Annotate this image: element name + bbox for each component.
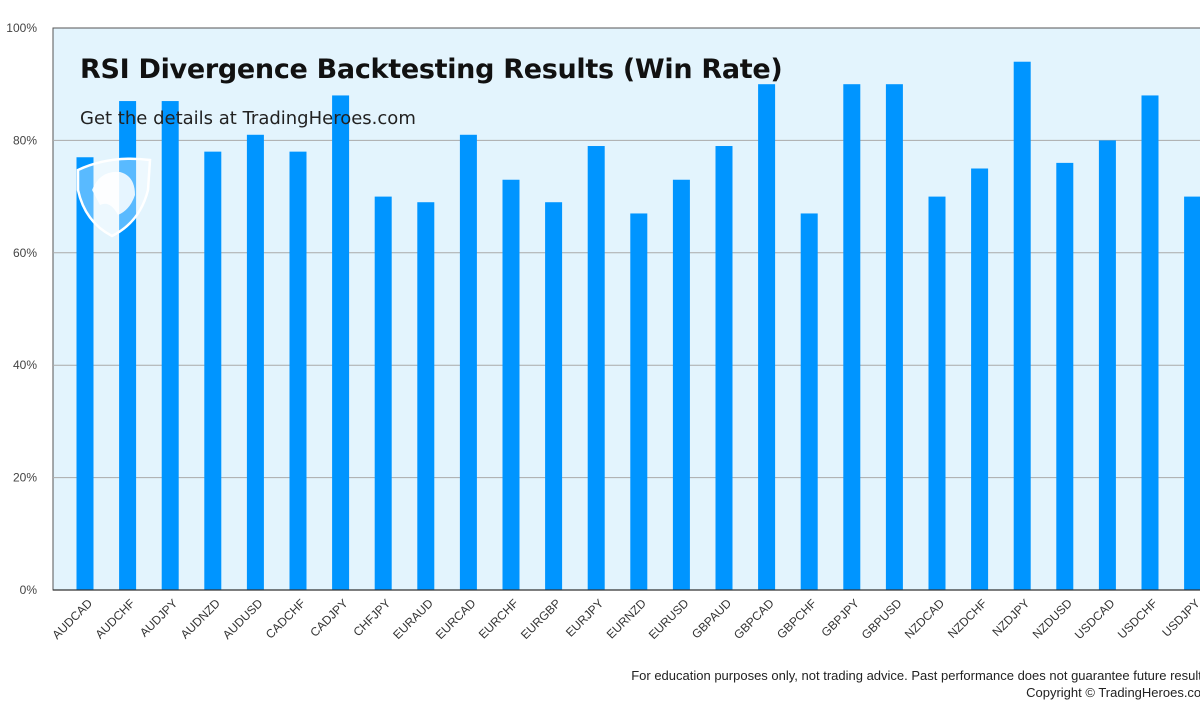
bar-nzdcad [928,196,946,590]
y-tick-label: 40% [13,358,37,372]
bar-nzdchf [971,168,989,590]
bar-eurchf [502,179,520,591]
bar-chfjpy [374,196,392,590]
x-tick-label: GBPAUD [689,596,734,641]
x-tick-label: NZDCAD [902,596,947,641]
x-tick-label: CHFJPY [350,596,393,639]
bar-usdchf [1141,95,1159,590]
x-tick-label: GBPCAD [731,596,777,642]
copyright: Copyright © TradingHeroes.com [1026,685,1200,700]
x-tick-label: EURCHF [476,596,521,641]
bar-gbpchf [800,213,818,590]
y-tick-label: 20% [13,471,37,485]
y-tick-label: 60% [13,246,37,260]
y-tick-label: 100% [6,21,37,35]
x-tick-label: GBPUSD [859,596,905,642]
shield-logo-icon [76,157,152,238]
bar-eurusd [672,179,690,591]
bar-usdcad [1098,140,1116,590]
y-tick-label: 80% [13,133,37,147]
x-tick-label: GBPCHF [774,596,819,641]
x-tick-label: EURJPY [563,596,606,639]
x-tick-label: AUDJPY [137,596,180,639]
bar-euraud [417,202,435,590]
bar-usdjpy [1184,196,1200,590]
x-tick-label: GBPJPY [819,596,862,639]
x-tick-label: USDCAD [1072,596,1118,642]
bar-audchf [119,101,137,590]
x-tick-label: NZDUSD [1030,596,1075,641]
bar-eurgbp [545,202,563,590]
bar-nzdjpy [1013,61,1031,591]
x-tick-label: AUDCHF [92,596,137,641]
bar-cadchf [289,151,307,590]
bar-cadjpy [332,95,350,590]
x-tick-label: CADCHF [263,596,308,641]
x-tick-label: EURGBP [518,596,564,642]
x-tick-label: USDJPY [1159,596,1200,639]
chart-subtitle: Get the details at TradingHeroes.com [80,108,416,129]
bar-audjpy [161,101,179,590]
bar-gbpcad [758,84,776,590]
bar-audnzd [204,151,222,590]
bar-gbpjpy [843,84,861,590]
x-tick-label: AUDNZD [178,596,223,641]
x-tick-label: NZDJPY [989,596,1032,639]
x-tick-label: EURUSD [646,596,692,642]
x-tick-label: EURAUD [390,596,436,642]
x-tick-label: NZDCHF [945,596,990,641]
x-tick-label: AUDUSD [220,596,266,642]
x-tick-label: AUDCAD [49,596,95,642]
bar-audcad [76,157,94,590]
bar-gbpaud [715,146,733,590]
plot-area [52,27,1200,591]
bar-audusd [246,134,264,590]
x-tick-label: CADJPY [307,596,350,639]
x-tick-label: EURCAD [433,596,479,642]
chart-title: RSI Divergence Backtesting Results (Win … [80,54,783,85]
y-tick-label: 0% [20,583,38,597]
disclaimer: For education purposes only, not trading… [631,668,1200,683]
bar-eurjpy [587,146,605,590]
bar-gbpusd [885,84,903,590]
bar-nzdusd [1056,162,1074,590]
x-tick-label: EURNZD [604,596,649,641]
bar-eurcad [459,134,477,590]
x-tick-label: USDCHF [1115,596,1160,641]
bar-eurnzd [630,213,648,590]
